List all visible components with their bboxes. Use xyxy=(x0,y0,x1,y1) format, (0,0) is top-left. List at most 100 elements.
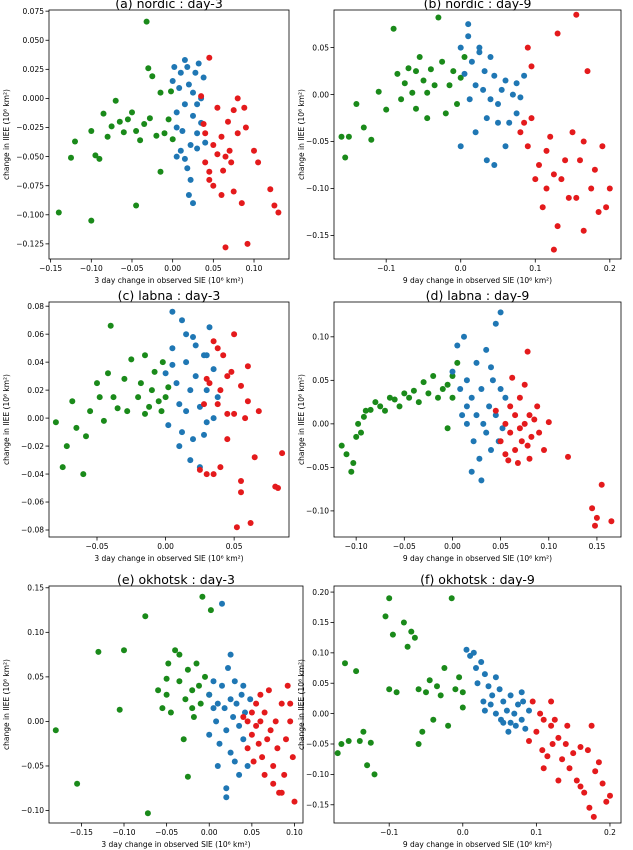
data-point-red-24 xyxy=(584,68,591,75)
data-point-blue-14 xyxy=(192,373,199,380)
data-point-blue-3 xyxy=(173,109,180,116)
data-point-red-9 xyxy=(214,151,221,158)
data-point-red-12 xyxy=(516,394,523,401)
data-point-green-27 xyxy=(162,394,169,401)
data-point-green-12 xyxy=(167,709,174,716)
data-point-green-13 xyxy=(107,322,114,329)
y-tick-label: 0.10 xyxy=(312,649,329,658)
data-point-blue-10 xyxy=(481,68,488,75)
data-point-green-6 xyxy=(355,420,362,427)
data-point-red-29 xyxy=(224,373,231,380)
data-point-green-21 xyxy=(420,379,427,386)
data-point-red-17 xyxy=(228,159,235,166)
data-point-green-29 xyxy=(449,394,456,401)
data-point-blue-12 xyxy=(492,710,499,717)
data-point-blue-19 xyxy=(236,722,243,729)
data-point-green-3 xyxy=(348,468,355,475)
data-point-blue-26 xyxy=(192,342,199,349)
data-point-green-30 xyxy=(142,352,148,359)
data-point-blue-30 xyxy=(187,176,194,183)
data-point-green-28 xyxy=(165,116,172,123)
data-point-blue-23 xyxy=(200,74,207,81)
data-point-green-18 xyxy=(128,356,135,363)
x-tick-label: 0.10 xyxy=(286,828,303,837)
data-point-blue-10 xyxy=(473,359,480,366)
data-point-red-26 xyxy=(591,166,598,173)
data-point-red-30 xyxy=(577,783,584,790)
data-point-red-19 xyxy=(230,188,237,195)
data-point-green-2 xyxy=(343,451,350,458)
data-point-red-5 xyxy=(210,338,217,345)
data-point-blue-4 xyxy=(213,718,220,725)
data-point-green-10 xyxy=(371,771,378,778)
data-point-red-20 xyxy=(244,363,251,370)
data-point-green-11 xyxy=(372,399,379,406)
x-tick-label: −0.05 xyxy=(120,264,143,273)
data-point-green-10 xyxy=(163,675,170,682)
data-point-green-23 xyxy=(148,387,155,394)
plot-frame xyxy=(48,301,290,538)
data-point-green-16 xyxy=(416,54,423,60)
data-point-blue-26 xyxy=(173,124,180,131)
data-point-green-10 xyxy=(367,406,374,413)
data-point-red-15 xyxy=(554,30,561,37)
data-point-blue-19 xyxy=(502,143,509,150)
data-point-red-12 xyxy=(224,436,231,443)
data-point-blue-28 xyxy=(481,707,488,714)
data-point-blue-23 xyxy=(520,698,527,705)
y-tick-label: −0.125 xyxy=(16,240,44,249)
data-point-green-10 xyxy=(108,123,115,130)
data-point-green-1 xyxy=(55,209,62,216)
data-point-red-1 xyxy=(240,714,247,720)
data-point-blue-7 xyxy=(219,682,225,689)
y-axis-label: change in IIEE (10⁶ km²) xyxy=(2,374,11,465)
data-point-red-3 xyxy=(524,143,531,150)
y-tick-label: −0.05 xyxy=(21,762,44,771)
data-point-green-25 xyxy=(450,68,457,75)
data-point-green-25 xyxy=(157,89,164,96)
data-point-green-4 xyxy=(353,101,360,107)
data-point-red-30 xyxy=(238,478,244,484)
x-tick-label: −0.05 xyxy=(393,542,416,551)
data-point-green-3 xyxy=(342,660,348,667)
data-point-green-9 xyxy=(362,407,369,414)
data-point-green-7 xyxy=(144,810,151,817)
data-point-red-22 xyxy=(278,700,285,707)
data-point-red-18 xyxy=(526,455,533,462)
data-point-red-26 xyxy=(589,505,596,512)
y-tick-label: 0.15 xyxy=(27,583,44,592)
data-point-red-12 xyxy=(555,777,562,784)
y-tick-label: 0.05 xyxy=(312,679,329,688)
data-point-green-13 xyxy=(172,647,179,654)
data-point-blue-29 xyxy=(194,130,201,137)
data-point-red-14 xyxy=(222,153,229,160)
data-point-green-31 xyxy=(456,674,463,681)
data-point-blue-8 xyxy=(468,394,475,401)
data-point-blue-30 xyxy=(518,689,525,696)
x-tick-label: 0.00 xyxy=(444,542,461,551)
data-point-blue-24 xyxy=(244,763,251,769)
data-point-green-11 xyxy=(100,417,107,424)
data-point-blue-28 xyxy=(201,431,207,438)
data-point-green-14 xyxy=(409,89,416,96)
data-point-red-8 xyxy=(210,182,217,189)
data-point-green-29 xyxy=(448,595,455,602)
data-point-green-19 xyxy=(411,634,418,641)
data-point-blue-20 xyxy=(506,119,513,126)
plot-frame xyxy=(48,585,304,824)
data-point-red-25 xyxy=(592,768,599,775)
data-point-red-13 xyxy=(228,368,235,375)
data-point-green-29 xyxy=(424,89,431,96)
data-point-green-6 xyxy=(368,136,375,143)
x-tick-label: 0.1 xyxy=(530,828,542,837)
x-tick-label: 0.10 xyxy=(540,542,557,551)
data-point-red-20 xyxy=(274,745,281,752)
data-point-blue-12 xyxy=(487,54,494,60)
data-point-red-13 xyxy=(261,709,268,716)
x-tick-label: −0.15 xyxy=(39,264,62,273)
data-point-green-4 xyxy=(345,738,352,744)
data-point-green-15 xyxy=(114,405,121,412)
data-point-blue-9 xyxy=(181,101,188,108)
data-point-blue-7 xyxy=(179,128,186,134)
data-point-green-7 xyxy=(358,429,364,436)
